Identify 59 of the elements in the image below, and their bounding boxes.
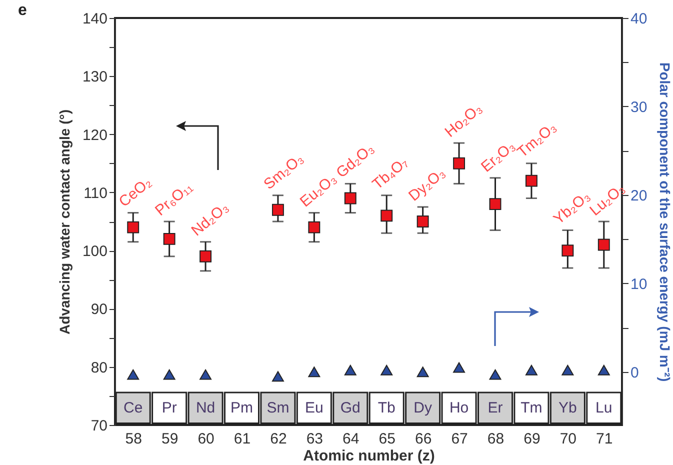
x-tick-label: 65: [378, 430, 396, 448]
y2-tick-label: 20: [630, 187, 648, 204]
annotation: Yb: [558, 400, 577, 417]
y-tick-label: 130: [82, 68, 108, 86]
annotation: Eu: [305, 400, 324, 417]
point: [453, 157, 466, 170]
x-tick-label: 71: [596, 430, 613, 448]
x-tick-label: 70: [560, 430, 577, 448]
annotation: Er: [488, 400, 503, 417]
x-tick-label: 62: [270, 430, 287, 448]
annotation: Nd: [196, 400, 216, 417]
y2-tick-label: 30: [630, 98, 648, 116]
x-tick-label: 66: [414, 430, 432, 448]
y2-tick-label: 10: [630, 276, 648, 293]
point: [344, 192, 356, 204]
y2-tick-label: 40: [630, 10, 648, 28]
y-tick-label: 120: [82, 126, 108, 144]
point: [163, 232, 176, 245]
data-label: CeO₂: [116, 174, 155, 211]
x-tick-label: 64: [342, 430, 360, 448]
x-tick-label: 61: [234, 430, 251, 448]
annotation: Gd: [340, 400, 360, 417]
annotation: Tm: [520, 400, 542, 417]
x-tick-label: 59: [161, 430, 178, 448]
x-tick-label: 69: [524, 430, 540, 448]
y2-axis-title: Polar component of the surface energy (mJ m⁻²): [657, 62, 673, 382]
point: [489, 198, 502, 210]
annotation: Pm: [230, 400, 253, 417]
point: [525, 174, 538, 187]
point: [562, 244, 574, 257]
x-tick-label: 63: [306, 430, 324, 448]
annotation: Sm: [266, 400, 290, 417]
point: [380, 210, 393, 222]
annotation: Lu: [596, 400, 612, 417]
annotation: Ho: [449, 400, 469, 417]
annotation: Dy: [414, 400, 432, 417]
y-tick-label: 80: [90, 359, 108, 376]
x-tick-label: 60: [198, 430, 214, 448]
point: [272, 204, 284, 216]
annotation: Tb: [378, 400, 396, 417]
y-axis-title: Advancing water contact angle (°): [56, 110, 72, 334]
x-tick-label: 58: [125, 430, 142, 448]
y-tick-label: 70: [90, 418, 108, 434]
y-tick-label: 90: [90, 301, 108, 318]
point: [416, 216, 429, 228]
point: [200, 250, 212, 262]
point: [127, 221, 140, 234]
annotation: Pr: [162, 400, 177, 417]
y-tick-label: 140: [82, 10, 108, 28]
point: [308, 221, 320, 234]
point: [598, 238, 610, 251]
y-tick-label: 110: [84, 184, 108, 202]
x-tick-label: 67: [451, 430, 468, 448]
x-axis-title: Atomic number (z): [303, 448, 435, 464]
chart-title: e: [18, 2, 27, 20]
y2-tick-label: 0: [630, 364, 639, 382]
annotation: Ce: [124, 400, 143, 417]
x-tick-label: 68: [487, 430, 504, 448]
y-tick-label: 100: [82, 243, 108, 260]
